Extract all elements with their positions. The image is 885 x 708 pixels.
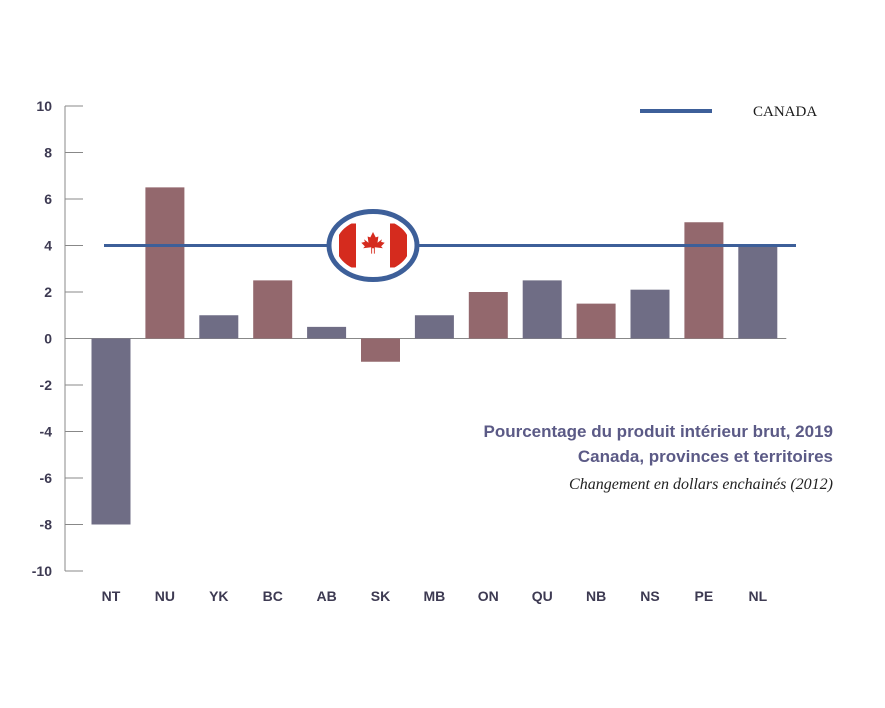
- y-ticks: 10 8 6 4 2 0 -2 -4 -6 -8 -10: [32, 98, 83, 579]
- y-tick-label: 2: [44, 284, 52, 300]
- x-tick-label: MB: [424, 588, 446, 604]
- x-tick-label: NU: [155, 588, 175, 604]
- x-tick-label: NT: [102, 588, 121, 604]
- y-tick-label: 6: [44, 191, 52, 207]
- x-tick-label: SK: [371, 588, 390, 604]
- bar-mb: [414, 315, 454, 339]
- bar-nt: [91, 338, 131, 525]
- y-tick-label: -6: [40, 470, 53, 486]
- legend-label-canada: CANADA: [753, 104, 817, 120]
- bar-on: [468, 292, 508, 339]
- chart-subtitle: Changement en dollars enchainés (2012): [569, 476, 833, 493]
- bar-yk: [199, 315, 239, 339]
- bar-qu: [522, 280, 562, 339]
- x-tick-label: ON: [478, 588, 499, 604]
- x-tick-label: PE: [695, 588, 714, 604]
- x-tick-label: AB: [316, 588, 336, 604]
- bar-sk: [361, 338, 400, 362]
- flag-body: [339, 223, 407, 268]
- x-tick-label: NB: [586, 588, 606, 604]
- x-tick-label: BC: [263, 588, 283, 604]
- bar-pe: [684, 222, 724, 339]
- title-line-2: Canada, provinces et territoires: [578, 447, 833, 466]
- bar-ns: [630, 289, 670, 339]
- y-tick-label: 8: [44, 145, 52, 161]
- y-tick-label: -10: [32, 563, 52, 579]
- bar-ab: [307, 326, 347, 339]
- x-tick-label: YK: [209, 588, 228, 604]
- y-tick-label: 10: [36, 98, 52, 114]
- title-line-1: Pourcentage du produit intérieur brut, 2…: [484, 422, 834, 441]
- canada-flag-icon: [326, 209, 420, 282]
- y-tick-label: 0: [44, 331, 52, 347]
- y-tick-label: -2: [40, 377, 53, 393]
- y-tick-label: 4: [44, 238, 52, 254]
- legend: CANADA: [640, 104, 817, 120]
- x-labels: NT NU YK BC AB SK MB ON QU NB NS PE NL: [102, 588, 768, 604]
- bar-bc: [253, 280, 293, 339]
- chart-title: Pourcentage du produit intérieur brut, 2…: [484, 422, 834, 493]
- maple-leaf-icon: [361, 232, 385, 254]
- flag-left-band: [339, 223, 356, 268]
- bar-nu: [145, 187, 185, 339]
- x-tick-label: NS: [640, 588, 659, 604]
- bar-nl: [738, 245, 778, 339]
- x-tick-label: QU: [532, 588, 553, 604]
- x-tick-label: NL: [748, 588, 767, 604]
- y-tick-label: -8: [40, 517, 53, 533]
- bars: [91, 187, 778, 525]
- y-tick-label: -4: [40, 424, 53, 440]
- bar-nb: [576, 303, 616, 339]
- flag-right-band: [390, 223, 407, 268]
